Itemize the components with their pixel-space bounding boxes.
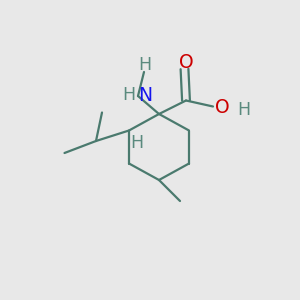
Text: H: H bbox=[122, 86, 136, 104]
Text: H: H bbox=[237, 101, 250, 119]
Text: H: H bbox=[138, 56, 151, 74]
Text: H: H bbox=[130, 134, 144, 152]
Text: O: O bbox=[179, 53, 193, 73]
Text: O: O bbox=[214, 98, 229, 117]
Text: N: N bbox=[139, 86, 153, 106]
